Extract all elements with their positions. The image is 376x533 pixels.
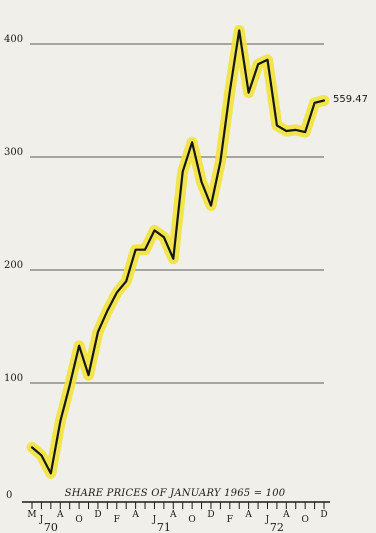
y-tick-label-400: 400 (4, 34, 23, 45)
x-month-label: A (244, 510, 252, 520)
price-series (26, 24, 330, 479)
x-month-label: O (301, 515, 308, 525)
x-year-label: 70 (44, 521, 58, 533)
x-month-label: D (320, 510, 327, 520)
chart-caption: SHARE PRICES OF JANUARY 1965 = 100 (65, 488, 286, 499)
x-month-label: D (94, 510, 101, 520)
x-month-label: M (27, 510, 36, 520)
x-month-label: A (282, 510, 290, 520)
gridlines (30, 43, 324, 384)
x-month-label: J (265, 515, 270, 525)
x-axis: M J A O D F A J A O D F A J A O D70 71 72 (22, 501, 330, 533)
x-year-label: 71 (157, 521, 171, 533)
x-month-label: O (75, 515, 82, 525)
series-line (30, 29, 326, 475)
x-month-label: F (114, 515, 120, 525)
series-highlight (26, 24, 330, 479)
x-year-label: 72 (270, 521, 284, 533)
x-month-label: A (56, 510, 64, 520)
y-tick-label-200: 200 (4, 260, 23, 271)
end-value-label: 559.47 (333, 94, 368, 105)
x-month-label: D (207, 510, 214, 520)
y-axis-tick-labels: 0 100 200 300 400 (4, 34, 23, 501)
x-month-label: O (188, 515, 195, 525)
y-tick-label-0: 0 (6, 490, 12, 501)
y-tick-label-100: 100 (4, 373, 23, 384)
x-month-label: A (131, 510, 139, 520)
x-month-label: A (169, 510, 177, 520)
x-month-label: J (152, 515, 157, 525)
x-month-label: J (39, 515, 44, 525)
y-tick-label-300: 300 (4, 147, 23, 158)
x-month-label: F (227, 515, 233, 525)
